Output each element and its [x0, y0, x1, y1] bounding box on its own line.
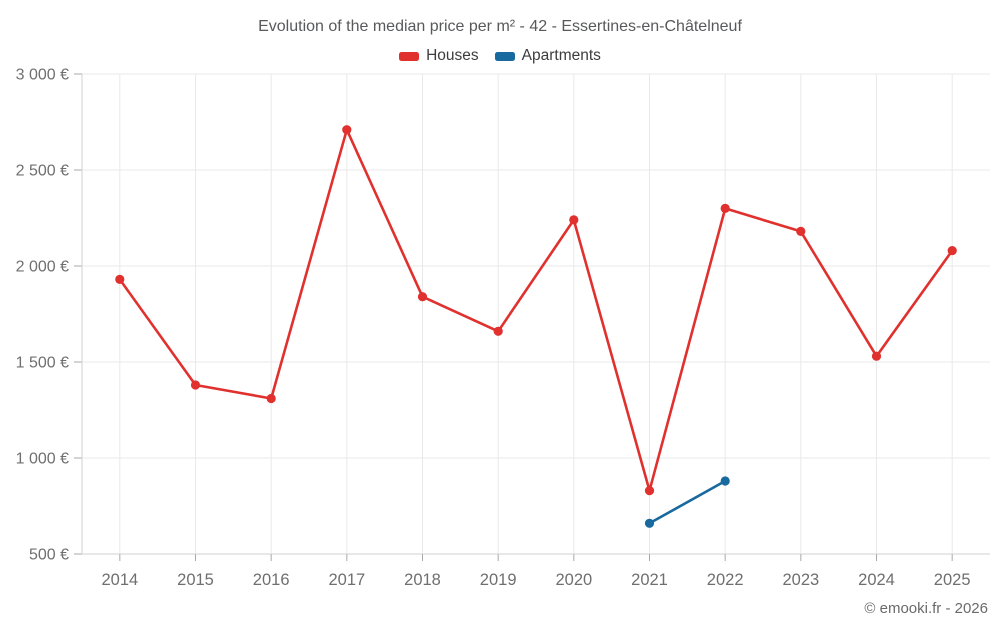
- x-axis-tick-label: 2019: [480, 571, 517, 589]
- data-point-houses-2024: [871, 351, 882, 361]
- x-axis-tick-label: 2021: [631, 571, 668, 589]
- data-point-houses-2020: [569, 215, 579, 225]
- y-axis-tick-label: 1 500 €: [16, 355, 69, 372]
- data-point-houses-2023: [796, 226, 806, 236]
- legend-item-apartments: Apartments: [494, 47, 601, 65]
- data-point-houses-2018: [417, 292, 428, 302]
- x-axis-tick-label: 2014: [101, 571, 138, 589]
- chart-title: Evolution of the median price per m² - 4…: [258, 18, 742, 35]
- x-axis-tick-label: 2017: [328, 571, 365, 589]
- data-point-apartments-2022: [720, 476, 730, 486]
- legend-label-apartments: Apartments: [521, 47, 601, 64]
- y-axis-tick-label: 2 500 €: [16, 163, 69, 180]
- y-axis-tick-label: 2 000 €: [16, 259, 69, 276]
- series-line-apartments: [648, 479, 727, 525]
- x-axis-tick-label: 2024: [858, 571, 895, 589]
- data-point-houses-2014: [115, 274, 125, 284]
- x-axis-tick-label: 2018: [404, 571, 441, 589]
- y-axis-tick-label: 500 €: [29, 547, 69, 564]
- data-point-houses-2025: [947, 246, 957, 256]
- houses-swatch-icon: [399, 51, 420, 61]
- data-point-apartments-2021: [644, 518, 655, 528]
- apartments-swatch-icon: [494, 51, 515, 61]
- x-axis-tick-label: 2020: [555, 571, 592, 589]
- data-point-houses-2017: [342, 125, 352, 135]
- x-axis-tick-label: 2023: [782, 571, 819, 589]
- y-axis-tick-label: 1 000 €: [16, 451, 69, 468]
- x-axis-tick-label: 2022: [707, 571, 744, 589]
- y-axis-tick-label: 3 000 €: [16, 67, 69, 84]
- data-point-houses-2022: [720, 203, 730, 213]
- x-axis-tick-label: 2015: [177, 571, 214, 589]
- data-point-houses-2016: [266, 393, 276, 404]
- chart-legend: Houses Apartments: [0, 47, 1000, 65]
- data-point-houses-2015: [190, 380, 201, 390]
- legend-label-houses: Houses: [426, 47, 479, 64]
- x-axis-tick-label: 2016: [253, 571, 290, 589]
- copyright-footer: © emooki.fr - 2026: [864, 600, 988, 617]
- data-point-houses-2019: [493, 326, 503, 336]
- data-point-houses-2021: [644, 486, 655, 496]
- x-axis-tick-label: 2025: [934, 571, 971, 589]
- legend-item-houses: Houses: [399, 47, 479, 65]
- series-line-houses: [118, 128, 954, 492]
